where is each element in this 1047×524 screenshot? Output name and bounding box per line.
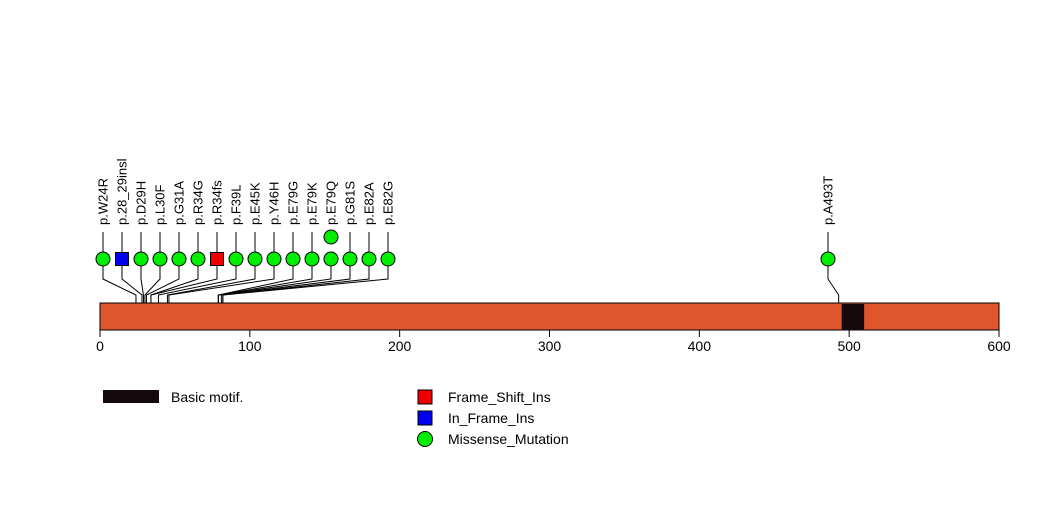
mutation-connector (166, 266, 256, 303)
mutation-connector (168, 266, 275, 303)
mutation-label: p.R34fs (210, 180, 225, 225)
axis-tick-label: 300 (538, 338, 562, 354)
mutation-label: p.E79K (305, 182, 320, 225)
mutation-label: p.E82G (381, 181, 396, 225)
mutation-connector (102, 266, 137, 303)
mutation-label: p.28_29insl (115, 158, 130, 225)
mutation-label: p.F39L (229, 185, 244, 225)
mutation-labels: p.W24R p.28_29insl p.D29H p.L30F p.G31A p.R34… (96, 158, 836, 225)
axis-tick-label: 100 (238, 338, 262, 354)
mutation-connector (827, 266, 840, 303)
mutation-marker-square[interactable] (115, 252, 129, 266)
protein-bar-group (99, 302, 1000, 331)
mutation-label: p.E79G (286, 181, 301, 225)
connector-lines (102, 266, 840, 303)
mutation-marker-circle[interactable] (380, 251, 396, 267)
mutation-connector (140, 266, 144, 303)
legend-swatch-mutation (417, 431, 433, 447)
mutation-connector (217, 266, 332, 303)
domain-region[interactable] (841, 304, 865, 330)
mutation-marker-circle[interactable] (152, 251, 168, 267)
mutation-label: p.E45K (248, 182, 263, 225)
axis-tick-label: 400 (688, 338, 712, 354)
axis-tick-label: 600 (987, 338, 1011, 354)
mutation-label: p.G81S (343, 181, 358, 225)
protein-backbone (99, 302, 1000, 331)
mutation-marker-circle[interactable] (95, 251, 111, 267)
mutation-marker-circle[interactable] (304, 251, 320, 267)
mutation-marker-circle[interactable] (342, 251, 358, 267)
legend-label-mutation: Frame_Shift_Ins (448, 389, 551, 405)
mutation-label: p.G31A (172, 181, 187, 225)
mutation-marker-circle[interactable] (285, 251, 301, 267)
domain-regions[interactable] (841, 304, 865, 330)
mutation-label: p.R34G (191, 180, 206, 225)
mutation-connector (150, 266, 218, 303)
mutation-marker-circle[interactable] (361, 251, 377, 267)
mutation-marker-circle[interactable] (247, 251, 263, 267)
mutation-connector (145, 266, 180, 303)
mutation-label: p.D29H (134, 181, 149, 225)
axis-tick-label: 200 (388, 338, 412, 354)
mutation-marker-circle[interactable] (228, 251, 244, 267)
mutation-label: p.Y46H (267, 182, 282, 225)
mutation-connector (144, 266, 161, 303)
mutation-connector (222, 266, 370, 303)
x-axis: 0 100 200 300 400 500 600 (96, 330, 1011, 354)
legend-swatch-domain (103, 390, 159, 403)
legend-label-mutation: In_Frame_Ins (448, 410, 534, 426)
mutation-marker-circle[interactable] (820, 251, 836, 267)
legend-label-mutation: Missense_Mutation (448, 431, 569, 447)
mutation-label: p.W24R (96, 178, 111, 225)
mutation-marker-square[interactable] (210, 252, 224, 266)
mutation-connector (222, 266, 389, 303)
mutation-connector (121, 266, 143, 303)
mutation-marker-circle[interactable] (190, 251, 206, 267)
mutation-stems (102, 230, 829, 252)
mutation-marker-circle[interactable] (323, 229, 339, 245)
axis-tick-label: 500 (837, 338, 861, 354)
legend-swatch-mutation (417, 410, 433, 426)
mutation-connector (220, 266, 351, 303)
mutation-label: p.A493T (821, 176, 836, 225)
mutation-connector (157, 266, 237, 303)
mutation-label: p.E79Q (324, 181, 339, 225)
mutation-label: p.E82A (362, 182, 377, 225)
legend-swatch-mutation (417, 389, 433, 405)
mutation-marker-circle[interactable] (133, 251, 149, 267)
legend: Basic motif. Frame_Shift_Ins In_Frame_Ins M… (103, 389, 569, 447)
mutation-markers[interactable] (95, 229, 836, 267)
mutation-marker-circle[interactable] (323, 251, 339, 267)
mutation-label: p.L30F (153, 184, 168, 225)
axis-tick-label: 0 (96, 338, 104, 354)
mutation-marker-circle[interactable] (266, 251, 282, 267)
mutation-marker-circle[interactable] (171, 251, 187, 267)
legend-label-domain: Basic motif. (171, 389, 243, 405)
